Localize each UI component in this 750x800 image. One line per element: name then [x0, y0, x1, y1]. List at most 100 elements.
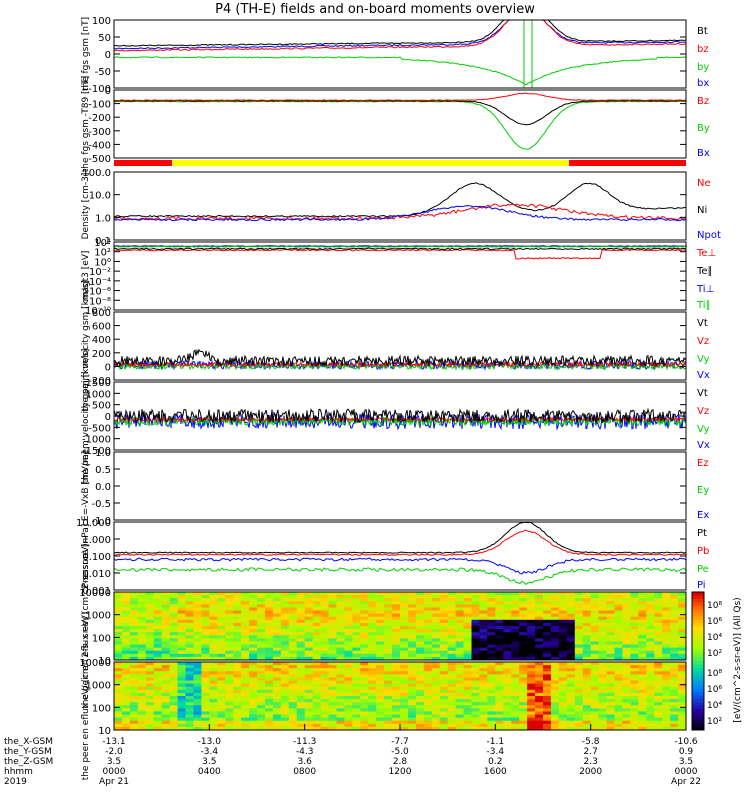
spectrogram-cell [296, 635, 306, 639]
spectrogram-cell [193, 711, 202, 716]
spectrogram-cell [320, 626, 329, 630]
spectrogram-cell [543, 641, 552, 646]
spectrogram-cell [463, 711, 472, 716]
spectrogram-cell [185, 692, 194, 697]
spectrogram-cell [535, 726, 544, 731]
spectrogram-cell [630, 622, 639, 627]
spectrogram-cell [169, 607, 179, 612]
spectrogram-cell [535, 702, 544, 706]
spectrogram-cell [519, 595, 528, 599]
spectrogram-cell [511, 692, 520, 697]
spectrogram-cell [368, 705, 377, 709]
spectrogram-cell [431, 717, 441, 722]
spectrogram-cell [177, 656, 186, 661]
spectrogram-cell [527, 644, 536, 649]
spectrogram-cell [558, 665, 568, 669]
spectrogram-cell [264, 653, 274, 658]
x-axis-value: 3.5 [202, 757, 216, 767]
spectrogram-cell [407, 726, 417, 731]
spectrogram-cell [177, 653, 186, 658]
spectrogram-cell [114, 607, 123, 612]
spectrogram-cell [209, 723, 218, 728]
spectrogram-cell [590, 653, 600, 658]
spectrogram-cell [352, 668, 361, 672]
spectrogram-cell [352, 699, 361, 703]
spectrogram-cell [352, 638, 361, 642]
spectrogram-cell [479, 644, 488, 649]
spectrogram-cell [201, 644, 210, 649]
spectrogram-cell [344, 723, 353, 728]
spectrogram-cell [654, 686, 663, 691]
spectrogram-cell [336, 680, 345, 685]
spectrogram-cell [336, 622, 345, 627]
spectrogram-cell [153, 677, 163, 682]
spectrogram-cell [678, 598, 687, 602]
spectrogram-cell [201, 680, 210, 685]
spectrogram-cell [574, 692, 584, 697]
spectrogram-cell [543, 668, 552, 672]
spectrogram-cell [566, 686, 576, 691]
spectrogram-cell [598, 717, 608, 722]
spectrogram-cell [638, 705, 647, 709]
spectrogram-cell [519, 653, 528, 658]
spectrogram-cell [272, 723, 282, 728]
spectrogram-cell [368, 629, 377, 633]
spectrogram-cell [201, 711, 210, 716]
spectrogram-cell [336, 604, 345, 608]
spectrogram-cell [590, 668, 600, 672]
spectrogram-cell [392, 714, 401, 719]
spectrogram-cell [590, 702, 600, 706]
spectrogram-cell [431, 683, 441, 688]
spectrogram-cell [328, 592, 337, 596]
spectrogram-cell [590, 686, 600, 691]
spectrogram-cell [177, 592, 186, 596]
spectrogram-cell [431, 714, 441, 719]
spectrogram-cell [574, 598, 584, 602]
spectrogram-cell [233, 723, 242, 728]
spectrogram-cell [471, 683, 480, 688]
spectrogram-cell [360, 632, 369, 636]
spectrogram-cell [241, 692, 250, 697]
spectrogram-cell [400, 613, 409, 618]
spectrogram-cell [320, 604, 329, 608]
spectrogram-cell [614, 635, 623, 639]
spectrogram-cell [328, 711, 337, 716]
spectrogram-cell [336, 726, 345, 731]
spectrogram-cell [209, 635, 218, 639]
spectrogram-cell [185, 607, 194, 612]
spectrogram-cell [201, 601, 210, 605]
spectrogram-cell [550, 616, 560, 621]
spectrogram-cell [662, 601, 671, 605]
spectrogram-cell [582, 644, 592, 649]
spectrogram-cell [431, 665, 441, 669]
spectrogram-cell [487, 592, 496, 596]
spectrogram-cell [646, 662, 655, 666]
spectrogram-cell [535, 650, 544, 655]
spectrogram-cell [121, 699, 131, 703]
spectrogram-cell [344, 619, 353, 624]
spectrogram-cell [201, 610, 210, 615]
spectrogram-cell [606, 720, 615, 725]
spectrogram-cell [392, 705, 401, 709]
spectrogram-cell [550, 696, 560, 700]
spectrogram-cell [217, 635, 226, 639]
spectrogram-cell [193, 671, 202, 675]
spectrogram-cell [543, 717, 552, 722]
spectrogram-cell [320, 686, 329, 691]
spectrogram-cell [527, 686, 536, 691]
spectrogram-cell [630, 692, 639, 697]
spectrogram-cell [503, 677, 512, 682]
spectrogram-cell [376, 607, 385, 612]
spectrogram-cell [161, 692, 171, 697]
spectrogram-cell [185, 610, 194, 615]
spectrogram-cell [527, 656, 536, 661]
spectrogram-cell [495, 683, 504, 688]
spectrogram-cell [423, 714, 433, 719]
spectrogram-cell [519, 683, 528, 688]
panel-frame [113, 19, 687, 89]
spectrogram-cell [336, 711, 345, 716]
spectrogram-cell [463, 653, 472, 658]
spectrogram-cell [177, 616, 186, 621]
spectrogram-cell [495, 662, 504, 666]
spectrogram-cell [598, 708, 608, 712]
